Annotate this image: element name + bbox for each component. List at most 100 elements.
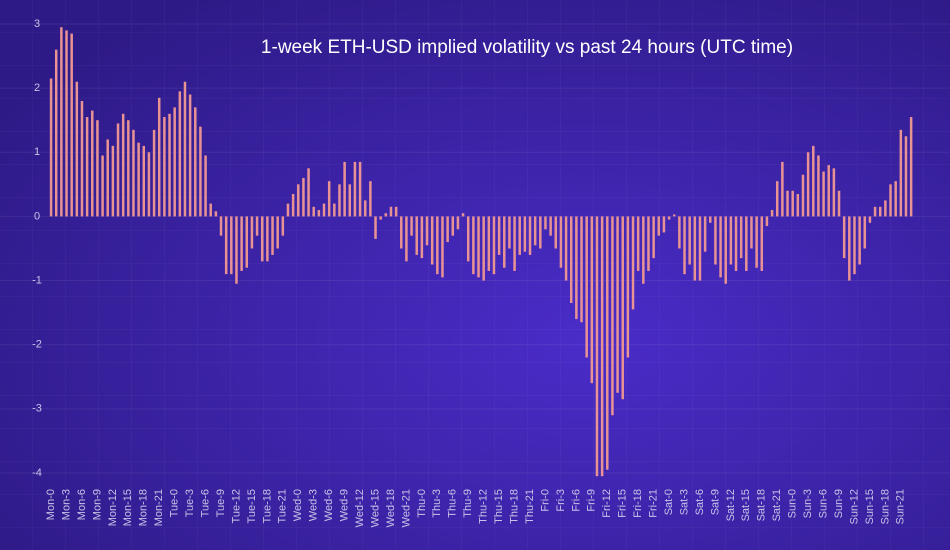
bar [750, 216, 753, 249]
bar [863, 216, 867, 249]
bar [642, 216, 645, 284]
x-tick-label: Sun-3 [802, 489, 814, 518]
x-tick-label: Mon-21 [153, 489, 165, 526]
bar [817, 155, 820, 217]
bar [446, 216, 449, 243]
bar [312, 206, 315, 217]
bar [276, 216, 279, 249]
bar [420, 216, 424, 259]
bar [600, 216, 604, 477]
x-tick-label: Sun-0 [787, 489, 799, 518]
y-tick-label: 1 [34, 146, 40, 158]
bar [204, 155, 207, 217]
bar [503, 216, 506, 268]
bar [369, 181, 372, 217]
x-tick-label: Fri-12 [601, 489, 613, 518]
bar [111, 145, 115, 217]
x-tick-label: Mon-18 [138, 489, 150, 526]
bar [456, 216, 460, 230]
x-tick-label: Wed-9 [339, 489, 351, 521]
bar [209, 203, 212, 217]
bar [116, 123, 120, 217]
bar [60, 27, 63, 217]
x-tick-label: Fri-0 [539, 489, 551, 512]
bar [147, 152, 151, 217]
x-tick-label: Wed-12 [354, 489, 366, 527]
bar [132, 129, 135, 217]
bar [410, 216, 413, 236]
bar [539, 216, 542, 249]
y-tick-label: -3 [32, 403, 42, 415]
bar [436, 216, 439, 275]
bar [564, 216, 568, 281]
bar [49, 78, 53, 217]
x-tick-label: Sun-12 [848, 489, 860, 524]
x-tick-label: Mon-3 [60, 489, 72, 520]
x-tick-label: Tue-0 [169, 489, 181, 517]
bar [714, 216, 717, 265]
bar [266, 216, 269, 262]
bar [909, 117, 913, 217]
bar [533, 216, 537, 246]
bar [482, 216, 485, 281]
bar [770, 210, 774, 217]
bar [575, 216, 578, 320]
bar [250, 216, 254, 249]
bar [430, 216, 434, 265]
bar [65, 30, 68, 217]
bar [425, 216, 429, 246]
x-tick-label: Sat-0 [663, 489, 675, 515]
x-tick-label: Tue-3 [184, 489, 196, 517]
bar [904, 136, 908, 217]
bar [796, 193, 800, 217]
x-tick-label: Mon-12 [107, 489, 119, 526]
x-tick-label: Wed-3 [308, 489, 320, 521]
bar [683, 216, 686, 275]
x-tick-label: Sat-15 [740, 489, 752, 521]
bar [54, 49, 58, 217]
bar [523, 216, 527, 252]
bar [842, 216, 846, 259]
x-tick-label: Wed-6 [323, 489, 335, 521]
bar [400, 216, 403, 249]
bar [230, 216, 233, 275]
bar [317, 210, 321, 217]
x-tick-label: Fri-9 [586, 489, 598, 512]
bar [868, 216, 872, 223]
bar [333, 203, 336, 217]
bar [466, 216, 470, 262]
y-tick-label: -1 [32, 274, 42, 286]
x-tick-label: Sat-6 [694, 489, 706, 515]
bar [188, 94, 192, 217]
y-tick-label: 0 [34, 210, 40, 222]
bar [384, 213, 388, 217]
bar [657, 216, 661, 236]
bar [291, 193, 295, 217]
bar [786, 190, 789, 217]
bar [781, 161, 784, 217]
bar [142, 145, 146, 217]
x-tick-label: Thu-0 [416, 489, 428, 518]
x-tick-label: Fri-18 [632, 489, 644, 518]
x-tick-label: Wed-0 [292, 489, 304, 521]
x-tick-label: Sat-18 [756, 489, 768, 521]
bar [688, 216, 691, 265]
x-tick-label: Tue-6 [199, 489, 211, 517]
x-tick-label: Tue-18 [261, 489, 273, 523]
bar [729, 216, 733, 265]
bar [307, 168, 310, 217]
bar [672, 214, 676, 217]
bar [853, 216, 856, 275]
bar [884, 200, 887, 217]
bar [75, 81, 79, 217]
chart-title: 1-week ETH-USD implied volatility vs pas… [261, 37, 793, 58]
bar [379, 216, 382, 220]
bar [899, 129, 903, 217]
bar [194, 107, 197, 217]
bar [461, 213, 465, 217]
bar [837, 190, 841, 217]
bar [806, 152, 810, 217]
bar [281, 216, 285, 236]
bar [157, 97, 161, 217]
